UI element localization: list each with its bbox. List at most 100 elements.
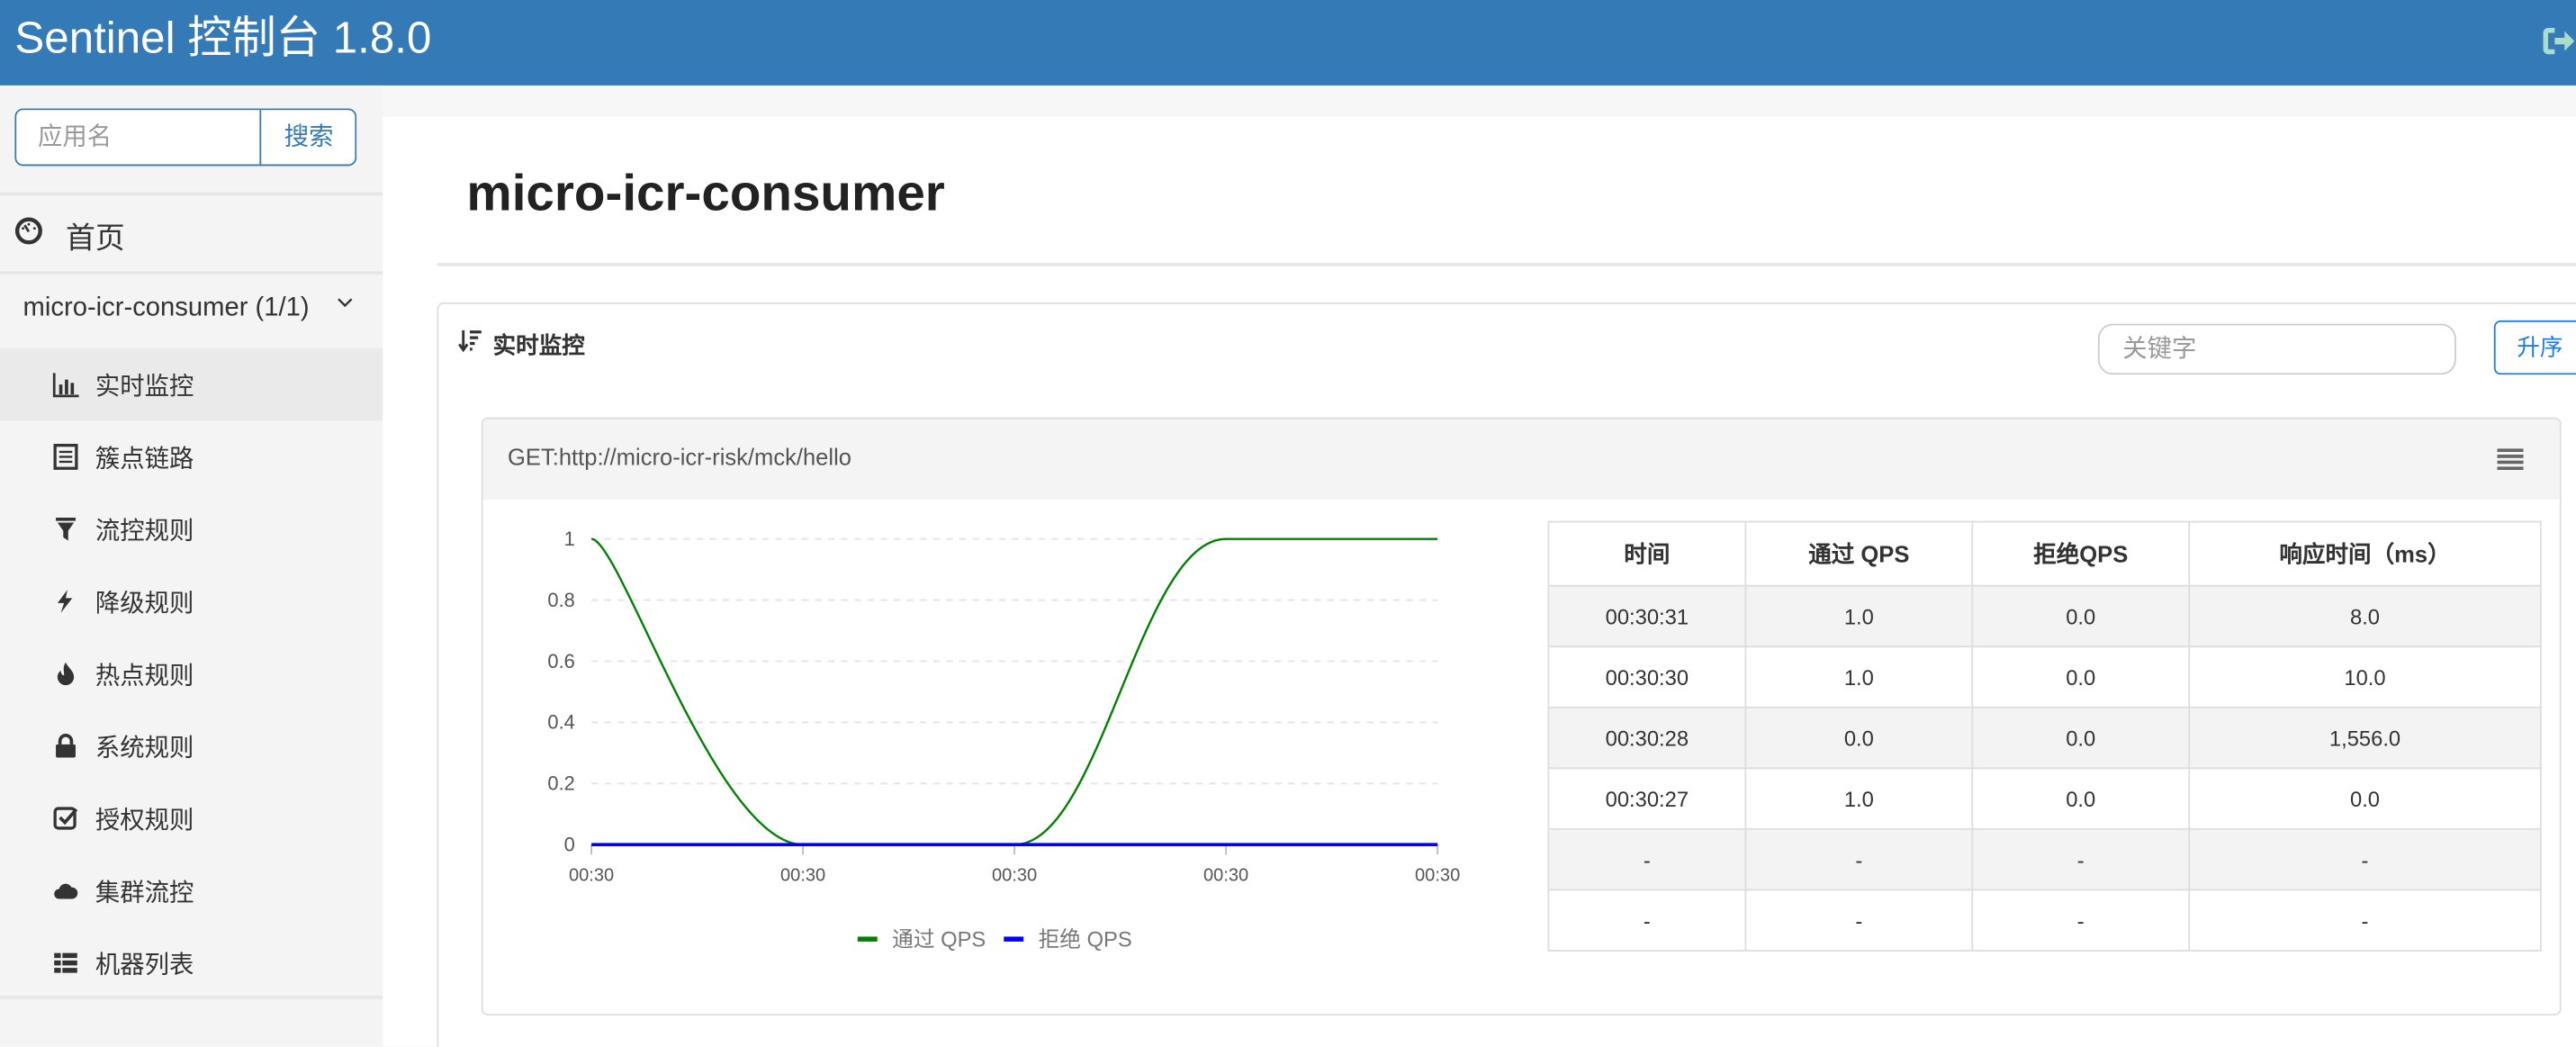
sidebar-item-label: 实时监控	[95, 368, 194, 402]
column-header-time: 时间	[1548, 522, 1745, 586]
th-list-icon	[52, 950, 78, 976]
sidebar-item-label: 簇点链路	[95, 440, 194, 474]
cell-rt: 1,556.0	[2189, 708, 2541, 769]
sidebar-item-label: 机器列表	[95, 946, 194, 980]
cell-time: -	[1548, 829, 1745, 890]
top-header: Sentinel 控制台 1.8.0	[0, 0, 2576, 86]
y-tick-label: 0.8	[547, 589, 574, 611]
sidebar-item-label: 系统规则	[95, 729, 194, 763]
search-button[interactable]: 搜索	[259, 110, 356, 164]
y-tick-label: 0.6	[547, 650, 574, 672]
cell-pass-qps: 1.0	[1745, 646, 1972, 708]
app-search-group: 搜索	[14, 108, 356, 166]
sort-ascending-button[interactable]: 升序	[2494, 320, 2576, 375]
sidebar-item-degrade-rules[interactable]: 降级规则	[0, 565, 383, 637]
sidebar-item-machine-list[interactable]: 机器列表	[0, 926, 383, 998]
series-line-pass-qps	[591, 539, 1437, 845]
sidebar-item-flow-rules[interactable]: 流控规则	[0, 493, 383, 565]
sidebar-item-auth-rules[interactable]: 授权规则	[0, 782, 383, 854]
sidebar-item-label: 降级规则	[95, 585, 194, 619]
sidebar-item-label: 授权规则	[95, 802, 194, 836]
cell-pass-qps: -	[1745, 829, 1972, 890]
resource-panel-header: GET:http://micro-icr-risk/mck/hello	[483, 419, 2560, 499]
cell-pass-qps: 1.0	[1745, 586, 1972, 647]
sidebar-item-cluster-point-link[interactable]: 簇点链路	[0, 420, 383, 492]
cell-time: 00:30:27	[1548, 768, 1745, 829]
sidebar-item-label: 首页	[66, 215, 125, 257]
app-name-input[interactable]	[16, 110, 259, 164]
x-tick-label: 00:30	[1415, 865, 1460, 885]
cell-rt: -	[2189, 889, 2541, 951]
cell-time: 00:30:28	[1548, 708, 1745, 769]
y-tick-label: 0.2	[547, 772, 574, 795]
cell-block-qps: 0.0	[1972, 586, 2189, 647]
cell-time: 00:30:30	[1548, 646, 1745, 708]
title-divider	[437, 263, 2576, 266]
card-title-text: 实时监控	[493, 329, 585, 362]
x-tick-label: 00:30	[780, 865, 825, 885]
cloud-icon	[52, 878, 78, 904]
table-header-row: 时间 通过 QPS 拒绝QPS 响应时间（ms）	[1548, 522, 2540, 586]
dashboard-icon	[14, 217, 42, 245]
legend-swatch	[858, 936, 878, 941]
cell-block-qps: 0.0	[1972, 646, 2189, 708]
cell-pass-qps: 1.0	[1745, 768, 1972, 829]
table-row: ----	[1548, 829, 2540, 890]
sidebar-item-system-rules[interactable]: 系统规则	[0, 710, 383, 782]
cell-time: 00:30:31	[1548, 586, 1745, 647]
x-tick-label: 00:30	[992, 865, 1037, 885]
table-row: ----	[1548, 889, 2540, 951]
bar-chart-icon	[52, 372, 78, 398]
sidebar-item-cluster-flow[interactable]: 集群流控	[0, 854, 383, 926]
x-tick-label: 00:30	[569, 865, 614, 885]
page-title: micro-icr-consumer	[466, 165, 944, 224]
sidebar-item-label: 集群流控	[95, 874, 194, 908]
y-tick-label: 0.4	[547, 711, 574, 734]
cell-block-qps: 0.0	[1972, 708, 2189, 769]
sign-out-icon[interactable]	[2540, 23, 2576, 59]
cell-block-qps: -	[1972, 889, 2189, 951]
chevron-down-icon	[337, 297, 353, 311]
list-alt-icon	[52, 444, 78, 470]
sort-amount-icon	[458, 329, 482, 353]
app-label: micro-icr-consumer (1/1)	[23, 294, 310, 324]
check-icon	[52, 805, 78, 831]
legend-label: 拒绝 QPS	[1039, 927, 1132, 952]
legend-label: 通过 QPS	[892, 927, 986, 952]
column-header-block-qps: 拒绝QPS	[1972, 522, 2189, 586]
cell-rt: 0.0	[2189, 768, 2541, 829]
cell-rt: 10.0	[2189, 646, 2541, 708]
sidebar-app-micro-icr-consumer[interactable]: micro-icr-consumer (1/1)	[0, 275, 383, 347]
legend-swatch	[1004, 936, 1023, 941]
cell-pass-qps: -	[1745, 889, 1972, 951]
y-tick-label: 0	[564, 834, 575, 856]
app-title: Sentinel 控制台 1.8.0	[14, 8, 431, 68]
column-header-pass-qps: 通过 QPS	[1745, 522, 1972, 586]
lock-icon	[52, 733, 78, 759]
sidebar-divider	[0, 996, 383, 999]
sidebar-item-home[interactable]: 首页	[0, 195, 383, 271]
x-tick-label: 00:30	[1203, 865, 1248, 885]
filter-icon	[52, 516, 78, 542]
y-tick-label: 1	[564, 528, 575, 550]
sidebar-item-label: 流控规则	[95, 512, 194, 546]
cell-rt: -	[2189, 829, 2541, 890]
keyword-input[interactable]	[2098, 324, 2456, 375]
fire-icon	[52, 661, 78, 687]
cell-block-qps: 0.0	[1972, 768, 2189, 829]
sidebar-item-hotspot-rules[interactable]: 热点规则	[0, 637, 383, 709]
cell-block-qps: -	[1972, 829, 2189, 890]
sidebar-item-realtime-monitor[interactable]: 实时监控	[0, 348, 383, 420]
resource-name: GET:http://micro-icr-risk/mck/hello	[508, 444, 851, 470]
flash-icon	[52, 588, 78, 614]
cell-rt: 8.0	[2189, 586, 2541, 647]
sidebar-item-label: 热点规则	[95, 657, 194, 691]
menu-icon[interactable]	[2497, 448, 2523, 470]
column-header-rt: 响应时间（ms）	[2189, 522, 2541, 586]
cell-time: -	[1548, 889, 1745, 951]
